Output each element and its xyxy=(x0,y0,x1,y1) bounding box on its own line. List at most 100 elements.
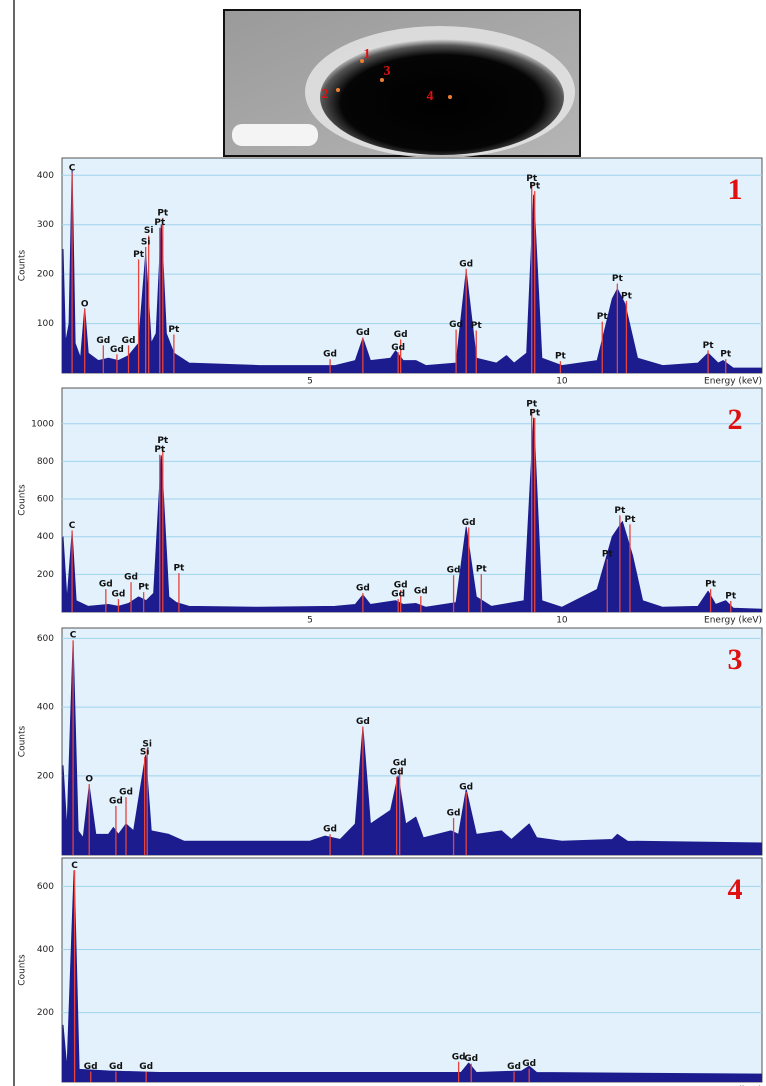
y-axis-title: Counts xyxy=(18,725,28,757)
element-label: Pt xyxy=(168,325,180,335)
y-tick-label: 200 xyxy=(37,570,54,580)
element-label: Gd xyxy=(447,809,461,819)
element-label: Gd xyxy=(391,590,405,600)
element-label: Pt xyxy=(705,580,717,590)
element-label: Gd xyxy=(452,1052,466,1062)
plot-background xyxy=(61,627,763,856)
sem-image: 1 3 2 4 xyxy=(223,9,581,158)
element-label: Pt xyxy=(625,515,637,525)
sem-marker: 2 xyxy=(322,87,329,102)
element-label: Pt xyxy=(720,350,732,360)
y-tick-label: 800 xyxy=(37,457,54,467)
sem-spot xyxy=(448,95,452,99)
element-label: Si xyxy=(141,238,151,248)
sem-spot xyxy=(380,78,384,82)
element-label: Gd xyxy=(124,573,138,583)
element-label: Gd xyxy=(119,788,133,798)
x-axis-title: Energy (keV) xyxy=(704,377,762,387)
y-axis-title: Counts xyxy=(18,484,28,516)
element-label: Pt xyxy=(157,436,169,446)
plot-content xyxy=(62,640,762,855)
element-label: Gd xyxy=(109,1062,123,1072)
element-label: Gd xyxy=(414,587,428,597)
sem-marker: 3 xyxy=(384,64,391,79)
element-label: Gd xyxy=(464,1054,478,1064)
element-label: Pt xyxy=(157,208,169,218)
element-label: Gd xyxy=(84,1062,98,1072)
element-label: Pt xyxy=(526,400,538,410)
y-tick-label: 400 xyxy=(37,171,54,181)
spectrum-area xyxy=(62,417,762,612)
sem-marker: 1 xyxy=(364,47,371,62)
element-label: Pt xyxy=(154,445,166,455)
y-axis-title: Counts xyxy=(18,954,28,986)
element-label: Gd xyxy=(459,259,473,269)
spectrum-area xyxy=(62,870,762,1082)
y-tick-label: 400 xyxy=(37,945,54,955)
element-label: Gd xyxy=(394,581,408,591)
plot-content xyxy=(62,169,762,373)
sem-spot xyxy=(360,59,364,63)
element-label: Gd xyxy=(96,336,110,346)
element-label: Pt xyxy=(526,174,538,184)
panel-number: 1 xyxy=(728,173,743,206)
y-tick-label: 200 xyxy=(37,270,54,280)
element-label: Pt xyxy=(614,506,626,516)
y-tick-label: 200 xyxy=(37,771,54,781)
x-tick-label: 10 xyxy=(556,377,568,387)
element-label: Gd xyxy=(99,580,113,590)
y-tick-label: 600 xyxy=(37,495,54,505)
element-label: Pt xyxy=(612,274,624,284)
element-label: Gd xyxy=(109,797,123,807)
element-label: Pt xyxy=(621,291,633,301)
element-label: Pt xyxy=(138,583,150,593)
element-label: Gd xyxy=(356,584,370,594)
x-tick-label: 5 xyxy=(307,377,313,387)
panel-number: 2 xyxy=(728,403,743,436)
element-label: O xyxy=(85,774,93,784)
element-label: C xyxy=(69,163,76,173)
y-tick-label: 400 xyxy=(37,703,54,713)
y-tick-label: 200 xyxy=(37,1008,54,1018)
element-label: Gd xyxy=(522,1059,536,1069)
y-tick-label: 400 xyxy=(37,532,54,542)
element-label: Pt xyxy=(529,182,541,192)
y-tick-label: 600 xyxy=(37,882,54,892)
element-label: C xyxy=(71,861,78,871)
element-label: Gd xyxy=(391,343,405,353)
element-label: Gd xyxy=(323,825,337,835)
spectrum-area xyxy=(62,169,762,373)
x-tick-label: 5 xyxy=(307,616,313,626)
element-label: Pt xyxy=(476,565,488,575)
element-label: Pt xyxy=(173,564,185,574)
element-label: Gd xyxy=(462,518,476,528)
y-axis-title: Counts xyxy=(18,249,28,281)
element-label: Pt xyxy=(597,312,609,322)
element-label: Gd xyxy=(356,328,370,338)
element-label: Pt xyxy=(154,218,166,228)
element-label: Gd xyxy=(122,336,136,346)
y-tick-label: 300 xyxy=(37,220,54,230)
element-label: Gd xyxy=(394,330,408,340)
element-label: C xyxy=(70,631,77,641)
element-label: Si xyxy=(140,747,150,757)
element-label: Pt xyxy=(555,352,567,362)
sem-spot xyxy=(336,88,340,92)
element-label: Pt xyxy=(529,408,541,418)
sem-cavity xyxy=(320,39,564,155)
sem-marker: 4 xyxy=(427,89,434,104)
spectrum-panel: 200400600510CGdGdGdGdGdGdGd4Energy (keV)… xyxy=(18,857,763,1086)
spectrum-area xyxy=(62,641,762,855)
sem-bright-bar xyxy=(232,124,318,146)
element-label: Gd xyxy=(393,758,407,768)
element-label: Gd xyxy=(507,1062,521,1072)
plot-background xyxy=(61,157,763,374)
y-tick-label: 1000 xyxy=(31,419,54,429)
element-label: Si xyxy=(142,739,152,749)
element-label: Pt xyxy=(471,321,483,331)
element-label: Gd xyxy=(112,590,126,600)
y-tick-label: 600 xyxy=(37,634,54,644)
element-label: Gd xyxy=(459,782,473,792)
x-axis-title: Energy (keV) xyxy=(704,616,762,626)
